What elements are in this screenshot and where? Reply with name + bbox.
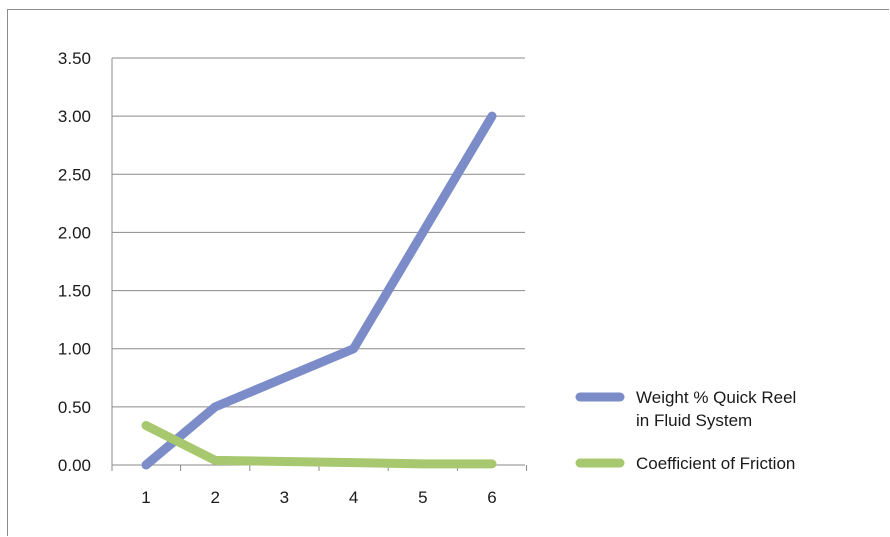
chart-frame <box>7 9 889 536</box>
series-lines <box>141 111 497 470</box>
x-tick-label: 1 <box>141 488 150 507</box>
x-tick-label: 2 <box>210 488 219 507</box>
y-tick-label: 1.50 <box>58 282 91 301</box>
x-tick-labels: 1 2 3 4 5 6 <box>141 488 496 507</box>
y-tick-label: 3.50 <box>58 49 91 68</box>
y-tick-label: 3.00 <box>58 107 91 126</box>
series-line-2 <box>141 420 497 469</box>
legend: Weight % Quick Reel in Fluid System Coeffi… <box>575 388 796 473</box>
x-tick-label: 6 <box>487 488 496 507</box>
x-tick-label: 5 <box>418 488 427 507</box>
y-tick-label: 2.50 <box>58 165 91 184</box>
legend-label: Coefficient of Friction <box>636 454 795 473</box>
y-tick-label: 0.00 <box>58 456 91 475</box>
y-tick-label: 0.50 <box>58 398 91 417</box>
y-tick-label: 2.00 <box>58 223 91 242</box>
axes <box>111 58 528 471</box>
series-line-1 <box>141 111 497 470</box>
x-tick-label: 3 <box>280 488 289 507</box>
legend-label: Weight % Quick Reel <box>636 388 796 407</box>
gridlines <box>112 57 525 408</box>
y-tick-label: 1.00 <box>58 340 91 359</box>
legend-label: in Fluid System <box>636 411 752 430</box>
x-tick-label: 4 <box>349 488 358 507</box>
y-tick-labels: 0.00 0.50 1.00 1.50 2.00 2.50 3.00 3.50 <box>58 49 91 475</box>
